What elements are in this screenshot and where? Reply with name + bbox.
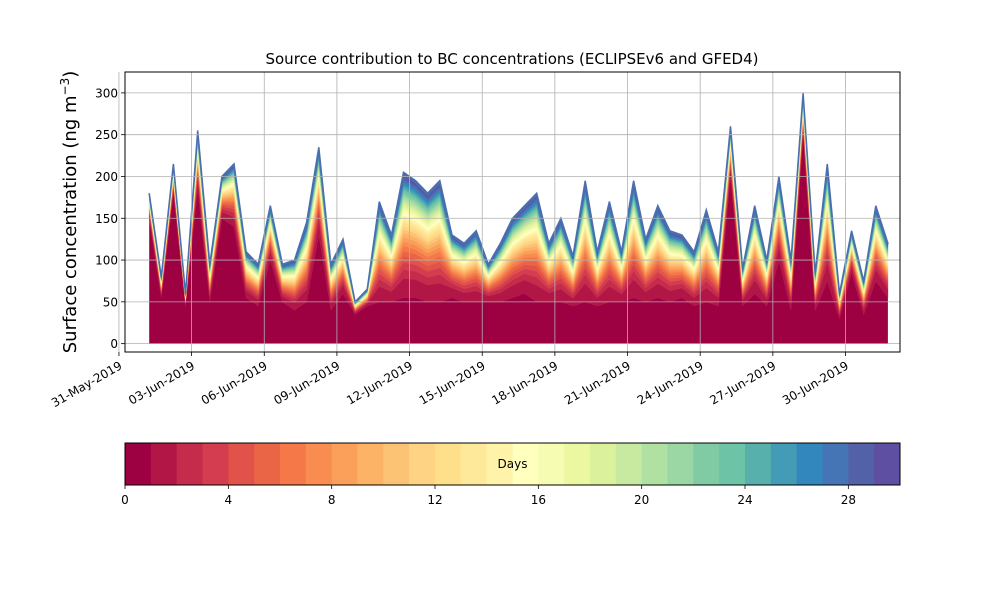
colorbar-tick-label: 8	[328, 493, 336, 507]
colorbar-cell-29	[874, 443, 901, 485]
colorbar-cell-4	[228, 443, 255, 485]
colorbar-cell-1	[150, 443, 178, 485]
colorbar-cell-3	[202, 443, 229, 485]
chart-title: Source contribution to BC concentrations…	[265, 50, 758, 68]
y-tick-label: 300	[95, 86, 118, 100]
colorbar-cell-2	[176, 443, 203, 485]
colorbar-cell-19	[615, 443, 643, 485]
colorbar-cell-8	[331, 443, 358, 485]
colorbar-cell-10	[383, 443, 410, 485]
colorbar-tick-label: 12	[427, 493, 442, 507]
colorbar-cell-6	[280, 443, 307, 485]
colorbar-cells	[125, 443, 901, 485]
colorbar-cell-25	[770, 443, 798, 485]
y-tick-label: 100	[95, 254, 118, 268]
y-tick-label: 250	[95, 128, 118, 142]
colorbar-cell-7	[305, 443, 333, 485]
colorbar-cell-9	[357, 443, 384, 485]
colorbar-cell-12	[435, 443, 462, 485]
y-axis-label-text: Surface concentration (ng m	[60, 95, 81, 353]
colorbar-tick-label: 28	[841, 493, 856, 507]
y-tick-label: 200	[95, 170, 118, 184]
colorbar-cell-11	[409, 443, 436, 485]
colorbar-tick-label: 0	[121, 493, 129, 507]
colorbar-cell-26	[796, 443, 823, 485]
colorbar-frame	[124, 442, 901, 486]
colorbar-cell-14	[486, 443, 513, 485]
colorbar-legend: Days 0 4 8 12 16 20 24 28	[121, 442, 901, 507]
colorbar-cell-18	[590, 443, 617, 485]
area-band-day-29-top	[148, 92, 889, 304]
y-axis-label-close: )	[60, 71, 81, 78]
colorbar-cell-0	[125, 443, 152, 485]
y-axis-label-exponent: −3	[58, 78, 72, 96]
plot-frame	[124, 71, 901, 353]
colorbar-label: Days	[498, 457, 528, 471]
colorbar-tick-label: 4	[225, 493, 233, 507]
y-tick-label: 50	[103, 295, 118, 309]
colorbar-cell-21	[667, 443, 694, 485]
colorbar-cell-28	[848, 443, 875, 485]
colorbar-cell-5	[254, 443, 281, 485]
y-tick-label: 0	[110, 337, 118, 351]
colorbar-tick-label: 20	[634, 493, 649, 507]
colorbar-cell-17	[564, 443, 591, 485]
colorbar-cell-16	[538, 443, 565, 485]
grid-lines	[118, 72, 900, 352]
colorbar-cell-27	[822, 443, 849, 485]
colorbar-cell-15	[512, 443, 539, 485]
colorbar-cell-13	[460, 443, 488, 485]
colorbar-cell-23	[719, 443, 746, 485]
y-tick-label: 150	[95, 212, 118, 226]
colorbar-cell-22	[693, 443, 720, 485]
y-axis-label: Surface concentration (ng m−3)	[58, 71, 81, 354]
colorbar-tick-label: 24	[737, 493, 752, 507]
y-axis-ticks: 0 50 100 150 200 250 300	[95, 86, 125, 351]
colorbar-cell-20	[641, 443, 668, 485]
colorbar-cell-24	[745, 443, 772, 485]
colorbar-ticks: 0 4 8 12 16 20 24 28	[121, 485, 856, 507]
colorbar-tick-label: 16	[531, 493, 546, 507]
